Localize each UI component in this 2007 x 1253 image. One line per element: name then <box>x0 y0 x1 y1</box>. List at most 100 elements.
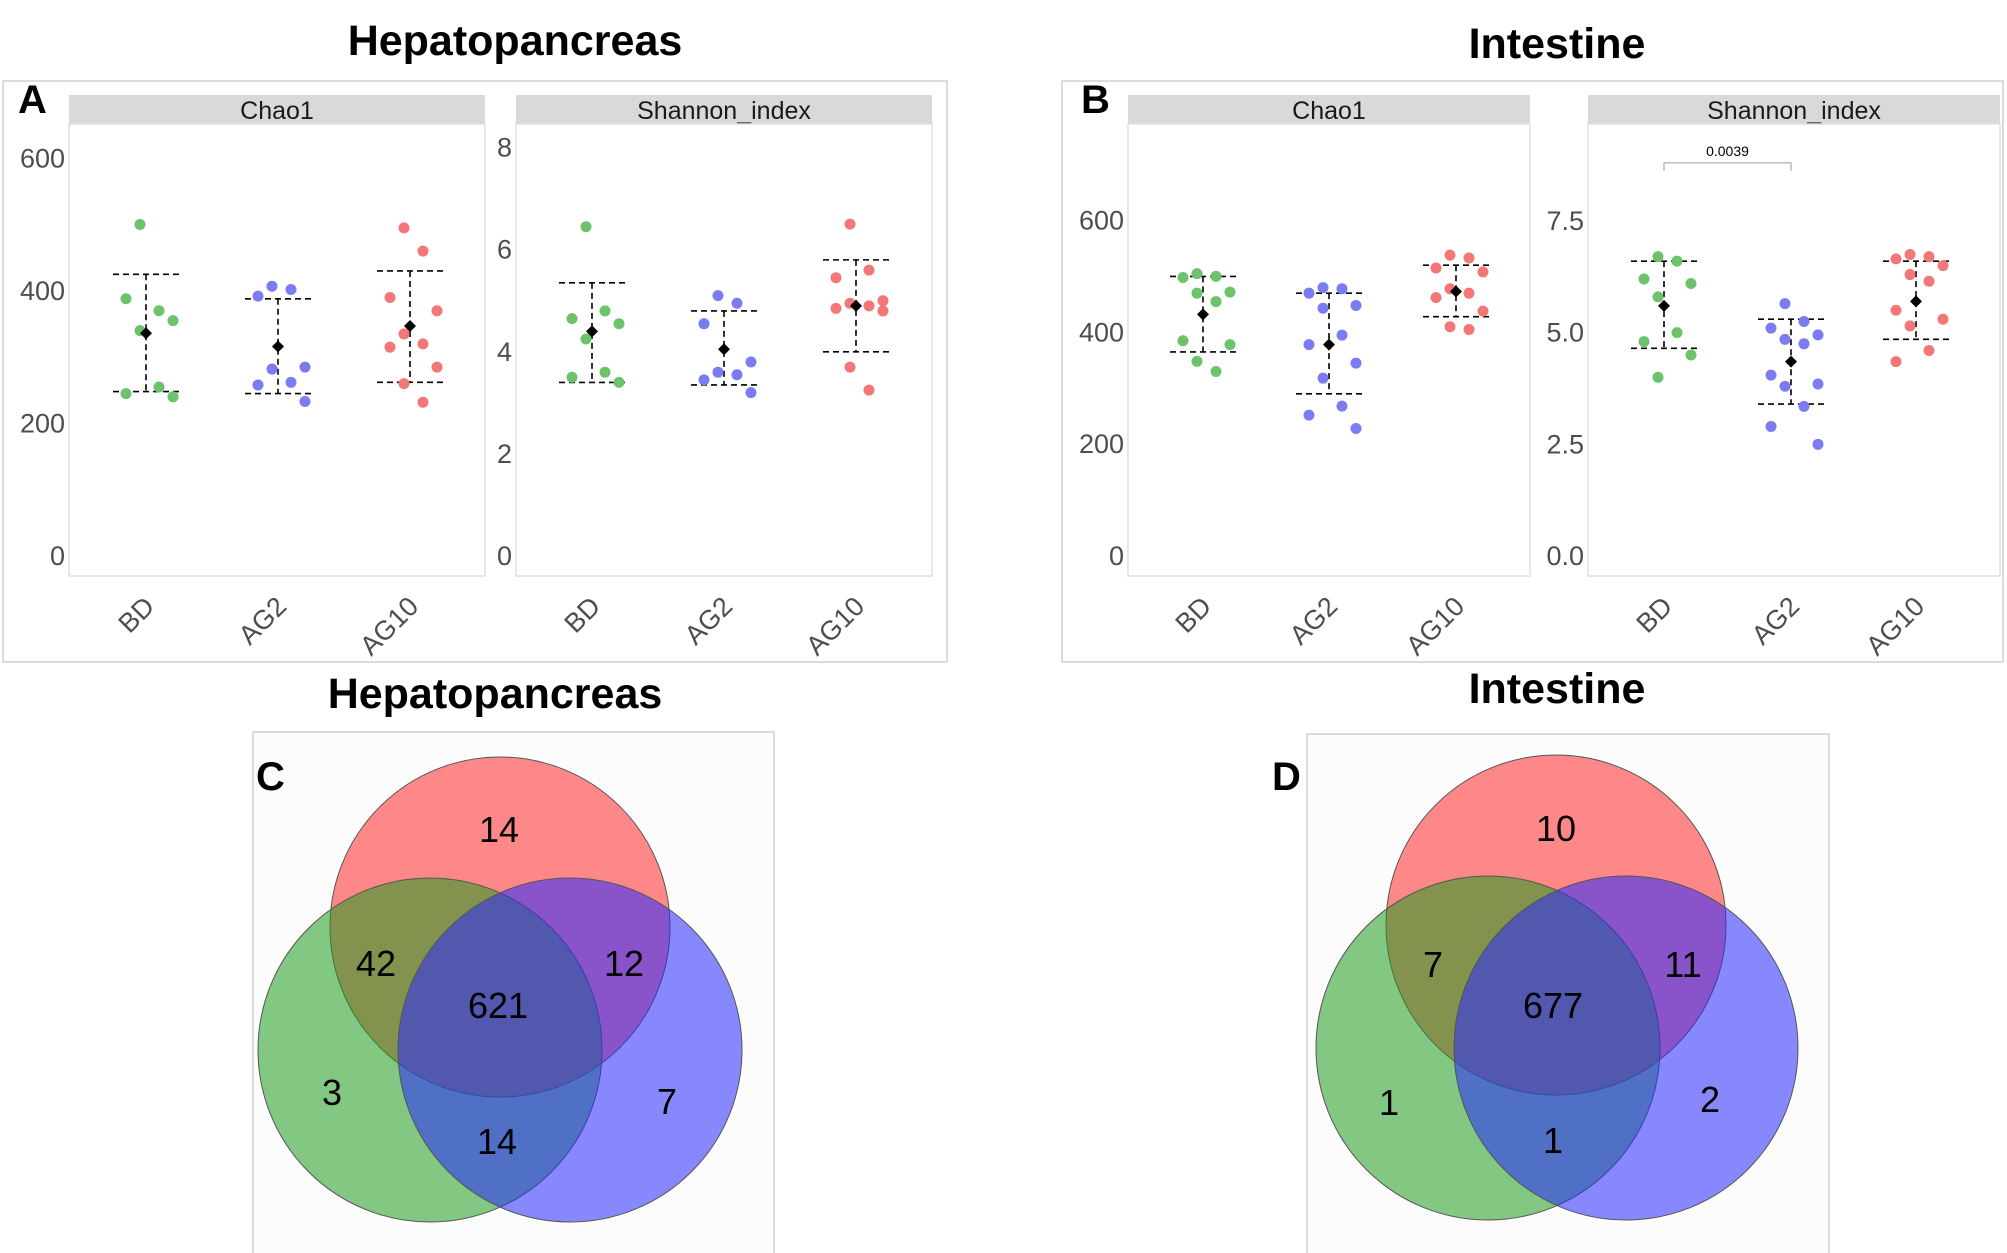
b-f0-point-AG2 <box>1336 283 1348 295</box>
a-f1-point-BD <box>580 333 592 345</box>
b-f1-ytick-label: 7.5 <box>1546 206 1584 236</box>
a-f0-point-AG2 <box>299 396 311 408</box>
a-f1-point-AG10 <box>830 272 842 284</box>
facet-a-shannon-strip <box>516 95 932 124</box>
a-f0-point-AG2 <box>299 361 311 373</box>
a-f1-xtick-label: AG10 <box>800 591 870 661</box>
a-f1-point-AG10 <box>877 305 889 317</box>
venn-d-green-only: 1 <box>1379 1082 1399 1123</box>
b-f0-point-AG10 <box>1430 292 1442 304</box>
b-f1-point-BD <box>1685 349 1697 361</box>
b-f1-point-BD <box>1652 291 1664 303</box>
b-f1-point-AG2 <box>1765 322 1777 334</box>
facet-b-chao1: Chao1 0 200 400 600 BD AG2 AG10 <box>1079 95 1531 661</box>
a-f1-point-AG10 <box>830 302 842 314</box>
a-f0-point-BD <box>153 305 165 317</box>
b-f1-ytick-label: 5.0 <box>1546 318 1584 348</box>
a-f0-mean-AG2 <box>272 340 284 353</box>
a-f1-point-AG10 <box>863 384 875 396</box>
venn-c-red-blue: 12 <box>604 943 644 984</box>
b-f1-point-AG10 <box>1904 248 1916 260</box>
facet-a-chao1-plot-area <box>68 123 486 577</box>
a-f0-xtick-label: BD <box>113 591 161 639</box>
b-f1-significance-label: 0.0039 <box>1706 143 1749 159</box>
venn-c-red-only: 14 <box>479 809 519 850</box>
b-f1-point-AG2 <box>1779 298 1791 310</box>
b-f1-point-BD <box>1685 277 1697 289</box>
b-f0-point-AG10 <box>1477 305 1489 317</box>
b-f0-mean-AG2 <box>1323 338 1335 351</box>
a-f0-ytick-label: 600 <box>20 143 65 173</box>
a-f1-ytick-label: 6 <box>497 235 512 265</box>
b-f1-point-AG10 <box>1890 253 1902 265</box>
panel-b-frame <box>1061 80 2004 663</box>
panel-b: Intestine B Chao1 0 200 400 600 BD AG2 AG10 Sh… <box>1061 20 2004 663</box>
a-f0-point-AG10 <box>398 328 410 340</box>
a-f0-point-AG10 <box>431 305 443 317</box>
b-f1-point-AG2 <box>1798 315 1810 327</box>
b-f1-point-AG10 <box>1923 275 1935 287</box>
b-f0-ytick-label: 400 <box>1079 317 1124 347</box>
a-f1-point-AG2 <box>745 387 757 399</box>
facet-b-chao1-strip-label: Chao1 <box>1292 97 1366 125</box>
facet-b-chao1-strip <box>1128 95 1530 124</box>
a-f1-ytick-label: 0 <box>497 541 512 571</box>
a-f1-point-BD <box>566 371 578 383</box>
b-f0-point-AG10 <box>1444 249 1456 261</box>
b-f1-mean-AG2 <box>1785 355 1797 368</box>
a-f1-mean-AG2 <box>718 343 730 356</box>
a-f0-point-AG10 <box>417 338 429 350</box>
a-f1-mean-BD <box>586 325 598 338</box>
b-f1-point-BD <box>1671 327 1683 339</box>
b-f1-point-AG2 <box>1765 369 1777 381</box>
b-f1-mean-AG10 <box>1910 295 1922 308</box>
a-f1-ytick-label: 4 <box>497 337 512 367</box>
facet-b-chao1-plot-area <box>1127 123 1531 577</box>
b-f0-point-BD <box>1177 272 1189 284</box>
panel-d: Intestine D 10 7 11 677 1 2 1 <box>1272 665 1830 1253</box>
b-f0-point-BD <box>1224 339 1236 351</box>
b-f1-xtick-label: AG10 <box>1860 591 1930 661</box>
a-f0-point-BD <box>120 293 132 305</box>
a-f0-point-BD <box>167 315 179 327</box>
venn-d-all: 677 <box>1523 985 1583 1026</box>
a-f0-xtick-label: AG10 <box>354 591 424 661</box>
b-f0-point-BD <box>1191 287 1203 299</box>
b-f1-point-BD <box>1638 336 1650 348</box>
panel-a-frame <box>2 80 948 663</box>
a-f1-point-BD <box>599 366 611 378</box>
b-f0-point-AG2 <box>1350 423 1362 435</box>
panel-c-letter: C <box>256 755 285 799</box>
b-f0-point-AG10 <box>1463 324 1475 336</box>
panel-d-letter: D <box>1272 755 1301 799</box>
b-f0-point-AG2 <box>1336 329 1348 341</box>
b-f1-point-AG2 <box>1779 380 1791 392</box>
panel-a: Hepatopancreas A Chao1 0 200 400 600 BD AG2 AG… <box>2 17 948 663</box>
facet-b-shannon-strip <box>1588 95 2000 124</box>
a-f0-xtick-label: AG2 <box>233 591 292 650</box>
panel-b-title: Intestine <box>1469 20 1646 68</box>
a-f0-point-AG2 <box>266 280 278 292</box>
a-f0-mean-AG10 <box>404 319 416 332</box>
b-f1-xtick-label: BD <box>1631 591 1679 639</box>
a-f0-point-AG10 <box>398 222 410 234</box>
b-f0-point-AG10 <box>1430 262 1442 274</box>
b-f1-point-AG2 <box>1779 333 1791 345</box>
b-f1-point-AG2 <box>1765 420 1777 432</box>
b-f1-point-BD <box>1671 255 1683 267</box>
facet-b-shannon-strip-label: Shannon_index <box>1707 97 1881 125</box>
a-f1-point-BD <box>599 305 611 317</box>
a-f0-point-AG10 <box>384 291 396 303</box>
panel-c-title: Hepatopancreas <box>328 670 663 718</box>
b-f0-mean-BD <box>1197 308 1209 321</box>
a-f1-point-AG2 <box>745 356 757 368</box>
b-f0-point-AG2 <box>1303 339 1315 351</box>
a-f0-point-BD <box>120 388 132 400</box>
b-f0-point-AG10 <box>1463 287 1475 299</box>
a-f1-point-AG2 <box>698 374 710 386</box>
b-f1-ytick-label: 2.5 <box>1546 429 1584 459</box>
facet-b-shannon-plot-area <box>1587 123 2001 577</box>
venn-d-blue-circle <box>1453 875 1799 1221</box>
b-f1-point-AG10 <box>1923 251 1935 263</box>
venn-c-green-blue: 14 <box>477 1121 517 1162</box>
